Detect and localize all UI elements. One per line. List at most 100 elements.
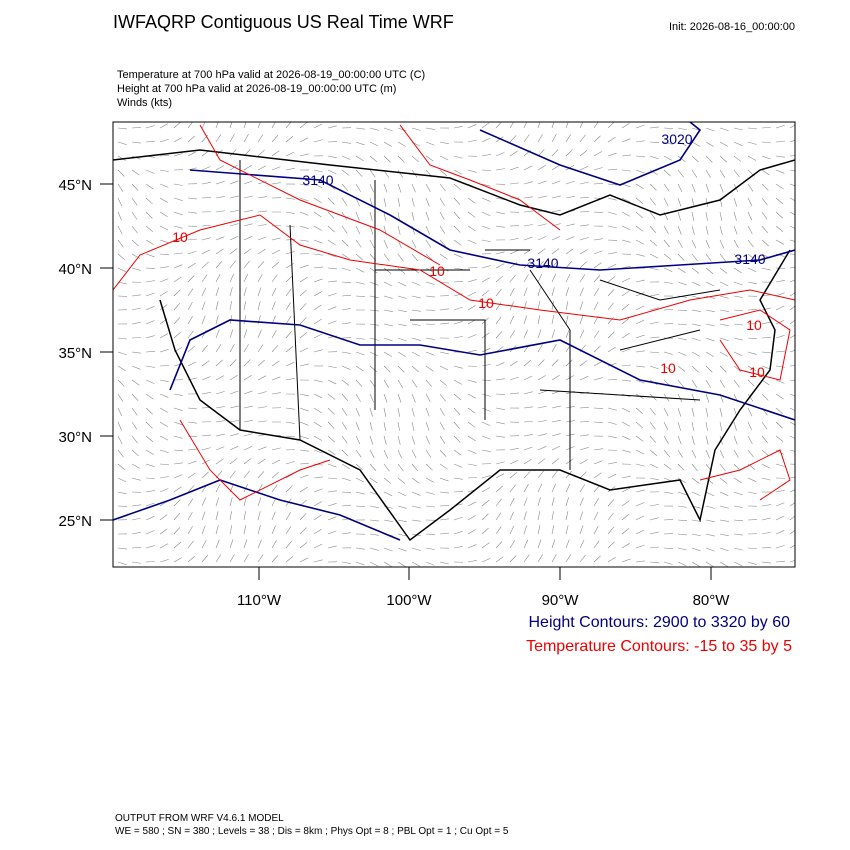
wind-barb (145, 169, 155, 174)
wind-barb (117, 435, 123, 445)
wind-barb (677, 183, 683, 193)
wind-barb (439, 281, 449, 284)
wind-barb (579, 539, 585, 549)
wind-barb (523, 458, 532, 465)
wind-barb (439, 169, 448, 176)
wind-barb (733, 533, 743, 536)
wind-barb (159, 138, 169, 143)
wind-barb (551, 122, 555, 129)
wind-barb (425, 505, 435, 508)
wind-barb (271, 237, 281, 241)
wind-barb (719, 519, 729, 522)
wind-barb (285, 485, 293, 493)
wind-barb (607, 499, 615, 507)
wind-barb (425, 239, 432, 248)
map: 45°N 40°N 35°N 30°N 25°N 110°W 100°W 90°W 80°W 30… (58, 121, 796, 609)
wind-barb (789, 225, 795, 229)
wind-barb (159, 528, 168, 535)
wind-barb (761, 267, 771, 271)
wind-barb (509, 166, 519, 171)
wind-barb (187, 330, 194, 339)
wind-barb (733, 449, 739, 458)
wind-barb (313, 349, 323, 353)
wind-barb (775, 350, 785, 353)
wind-barb (383, 281, 393, 287)
wind-barb (257, 122, 261, 129)
temperature-contour-label: 10 (478, 295, 494, 311)
wind-barb (243, 223, 253, 227)
wind-barb (425, 211, 430, 221)
wind-barb (453, 490, 463, 493)
wind-barb (187, 421, 197, 424)
wind-barb (341, 532, 351, 535)
wind-barb (677, 281, 687, 286)
wind-barb (131, 393, 139, 401)
wind-barb (495, 421, 505, 425)
wind-barb (579, 406, 589, 409)
wind-barb (663, 365, 672, 371)
wind-barb (677, 323, 687, 326)
wind-barb (509, 237, 519, 241)
wind-barb (551, 497, 555, 507)
wind-barb (677, 141, 687, 146)
wind-barb (243, 525, 247, 535)
wind-barb (159, 266, 169, 269)
wind-barb (299, 527, 307, 535)
wind-barb (117, 463, 126, 470)
wind-barb (481, 211, 491, 217)
wind-barb (663, 519, 673, 521)
wind-barb (509, 540, 516, 549)
wind-barb (593, 377, 603, 381)
wind-barb (159, 278, 169, 283)
wind-barb (481, 225, 491, 230)
wind-barb (691, 561, 700, 567)
wind-barb (733, 309, 743, 312)
wind-barb (369, 463, 377, 471)
wind-barb (453, 267, 463, 270)
wind-barb (173, 276, 182, 283)
wind-barb (173, 499, 181, 507)
wind-barb (215, 315, 219, 325)
wind-barb (117, 239, 124, 248)
wind-barb (467, 239, 477, 244)
wind-barb (355, 421, 360, 431)
wind-barb (593, 448, 603, 451)
wind-barb (411, 561, 421, 567)
wind-barb (621, 303, 630, 311)
wind-barb (131, 183, 139, 191)
wind-barb (565, 236, 575, 241)
wind-barb (397, 463, 404, 472)
wind-barb (495, 362, 505, 367)
wind-barb (607, 316, 614, 325)
wind-barb (453, 281, 463, 283)
wind-barb (789, 266, 795, 269)
wind-barb (467, 559, 477, 563)
wind-barb (635, 502, 645, 507)
wind-barb (341, 407, 348, 416)
wind-barb (145, 280, 155, 283)
wind-barb (369, 211, 373, 221)
wind-barb (733, 519, 743, 522)
wind-barb (243, 458, 252, 465)
wind-barb (355, 127, 365, 130)
wind-barb (677, 547, 687, 551)
wind-barb (537, 359, 545, 367)
wind-barb (145, 490, 155, 493)
wind-barb (565, 554, 572, 563)
wind-barb (565, 301, 569, 311)
wind-barb (621, 318, 630, 325)
wind-barb (145, 306, 155, 311)
wind-barb (159, 290, 168, 297)
wind-barb (117, 267, 127, 273)
wind-barb (621, 239, 631, 243)
wind-barb (215, 483, 221, 493)
wind-barb (425, 379, 433, 388)
wind-barb (327, 211, 335, 219)
wind-barb (649, 267, 659, 271)
wind-barb (733, 421, 737, 431)
wind-barb (117, 225, 123, 235)
wind-barb (341, 141, 351, 144)
wind-barb (635, 463, 645, 467)
subtitle: Temperature at 700 hPa valid at 2026-08-… (117, 69, 425, 81)
wind-barb (719, 295, 729, 299)
